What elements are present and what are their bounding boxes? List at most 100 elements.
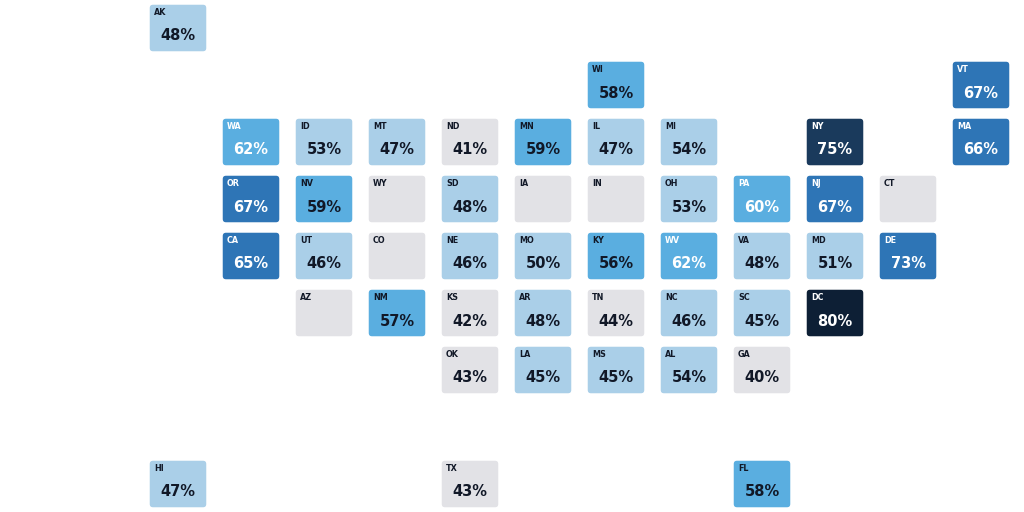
Text: IL: IL bbox=[592, 122, 600, 131]
Text: 45%: 45% bbox=[744, 313, 779, 329]
Text: MI: MI bbox=[665, 122, 676, 131]
Text: AZ: AZ bbox=[300, 293, 312, 302]
Text: KS: KS bbox=[446, 293, 458, 302]
Text: TX: TX bbox=[446, 464, 458, 473]
Text: 43%: 43% bbox=[453, 484, 487, 500]
Text: OK: OK bbox=[446, 350, 459, 359]
Text: 58%: 58% bbox=[744, 484, 779, 500]
FancyBboxPatch shape bbox=[586, 231, 646, 281]
Text: 48%: 48% bbox=[525, 313, 560, 329]
Text: 48%: 48% bbox=[453, 200, 487, 215]
Text: WY: WY bbox=[373, 179, 388, 188]
FancyBboxPatch shape bbox=[586, 288, 646, 338]
FancyBboxPatch shape bbox=[659, 174, 719, 224]
Text: OH: OH bbox=[665, 179, 679, 188]
FancyBboxPatch shape bbox=[586, 174, 646, 224]
Text: 51%: 51% bbox=[817, 257, 853, 271]
Text: NY: NY bbox=[811, 122, 823, 131]
Text: 45%: 45% bbox=[598, 371, 634, 386]
Text: 57%: 57% bbox=[380, 313, 415, 329]
Text: HI: HI bbox=[154, 464, 164, 473]
Text: 46%: 46% bbox=[453, 257, 487, 271]
FancyBboxPatch shape bbox=[367, 174, 427, 224]
Text: DE: DE bbox=[884, 236, 896, 245]
FancyBboxPatch shape bbox=[221, 231, 281, 281]
Text: 48%: 48% bbox=[744, 257, 779, 271]
Text: MT: MT bbox=[373, 122, 387, 131]
Text: 56%: 56% bbox=[598, 257, 634, 271]
Text: 40%: 40% bbox=[744, 371, 779, 386]
FancyBboxPatch shape bbox=[221, 174, 281, 224]
Text: 42%: 42% bbox=[453, 313, 487, 329]
FancyBboxPatch shape bbox=[367, 231, 427, 281]
Text: 46%: 46% bbox=[672, 313, 707, 329]
Text: OR: OR bbox=[227, 179, 240, 188]
FancyBboxPatch shape bbox=[294, 117, 354, 167]
Text: CT: CT bbox=[884, 179, 896, 188]
Text: AL: AL bbox=[665, 350, 677, 359]
FancyBboxPatch shape bbox=[951, 60, 1011, 110]
Text: WA: WA bbox=[227, 122, 242, 131]
FancyBboxPatch shape bbox=[367, 288, 427, 338]
Text: 45%: 45% bbox=[525, 371, 560, 386]
Text: IN: IN bbox=[592, 179, 602, 188]
Text: IA: IA bbox=[519, 179, 528, 188]
Text: 59%: 59% bbox=[306, 200, 342, 215]
FancyBboxPatch shape bbox=[148, 3, 208, 53]
Text: NV: NV bbox=[300, 179, 313, 188]
Text: 66%: 66% bbox=[964, 142, 998, 158]
Text: WV: WV bbox=[665, 236, 680, 245]
Text: 53%: 53% bbox=[306, 142, 342, 158]
Text: 54%: 54% bbox=[672, 371, 707, 386]
Text: MD: MD bbox=[811, 236, 825, 245]
FancyBboxPatch shape bbox=[294, 174, 354, 224]
Text: NJ: NJ bbox=[811, 179, 821, 188]
Text: SD: SD bbox=[446, 179, 459, 188]
FancyBboxPatch shape bbox=[878, 231, 938, 281]
FancyBboxPatch shape bbox=[805, 231, 865, 281]
Text: 75%: 75% bbox=[817, 142, 853, 158]
FancyBboxPatch shape bbox=[659, 288, 719, 338]
Text: 65%: 65% bbox=[233, 257, 268, 271]
Text: 60%: 60% bbox=[744, 200, 779, 215]
Text: 41%: 41% bbox=[453, 142, 487, 158]
Text: MN: MN bbox=[519, 122, 534, 131]
Text: UT: UT bbox=[300, 236, 312, 245]
FancyBboxPatch shape bbox=[513, 117, 573, 167]
Text: AR: AR bbox=[519, 293, 531, 302]
Text: 73%: 73% bbox=[891, 257, 926, 271]
Text: 62%: 62% bbox=[233, 142, 268, 158]
FancyBboxPatch shape bbox=[659, 345, 719, 395]
Text: MS: MS bbox=[592, 350, 606, 359]
Text: GA: GA bbox=[738, 350, 751, 359]
Text: 43%: 43% bbox=[453, 371, 487, 386]
Text: AK: AK bbox=[154, 8, 166, 17]
Text: 58%: 58% bbox=[598, 86, 634, 100]
Text: NC: NC bbox=[665, 293, 678, 302]
Text: NM: NM bbox=[373, 293, 388, 302]
FancyBboxPatch shape bbox=[513, 288, 573, 338]
FancyBboxPatch shape bbox=[294, 231, 354, 281]
FancyBboxPatch shape bbox=[805, 288, 865, 338]
Text: VT: VT bbox=[957, 65, 969, 74]
Text: 80%: 80% bbox=[817, 313, 853, 329]
Text: KY: KY bbox=[592, 236, 604, 245]
Text: 67%: 67% bbox=[817, 200, 853, 215]
FancyBboxPatch shape bbox=[586, 345, 646, 395]
Text: 67%: 67% bbox=[964, 86, 998, 100]
Text: PA: PA bbox=[738, 179, 750, 188]
Text: MO: MO bbox=[519, 236, 534, 245]
Text: MA: MA bbox=[957, 122, 971, 131]
FancyBboxPatch shape bbox=[732, 345, 792, 395]
Text: ID: ID bbox=[300, 122, 309, 131]
Text: 50%: 50% bbox=[525, 257, 560, 271]
FancyBboxPatch shape bbox=[586, 117, 646, 167]
FancyBboxPatch shape bbox=[221, 117, 281, 167]
Text: CO: CO bbox=[373, 236, 386, 245]
Text: 47%: 47% bbox=[380, 142, 415, 158]
FancyBboxPatch shape bbox=[440, 288, 500, 338]
Text: FL: FL bbox=[738, 464, 749, 473]
FancyBboxPatch shape bbox=[148, 459, 208, 509]
Text: 47%: 47% bbox=[598, 142, 634, 158]
FancyBboxPatch shape bbox=[805, 174, 865, 224]
